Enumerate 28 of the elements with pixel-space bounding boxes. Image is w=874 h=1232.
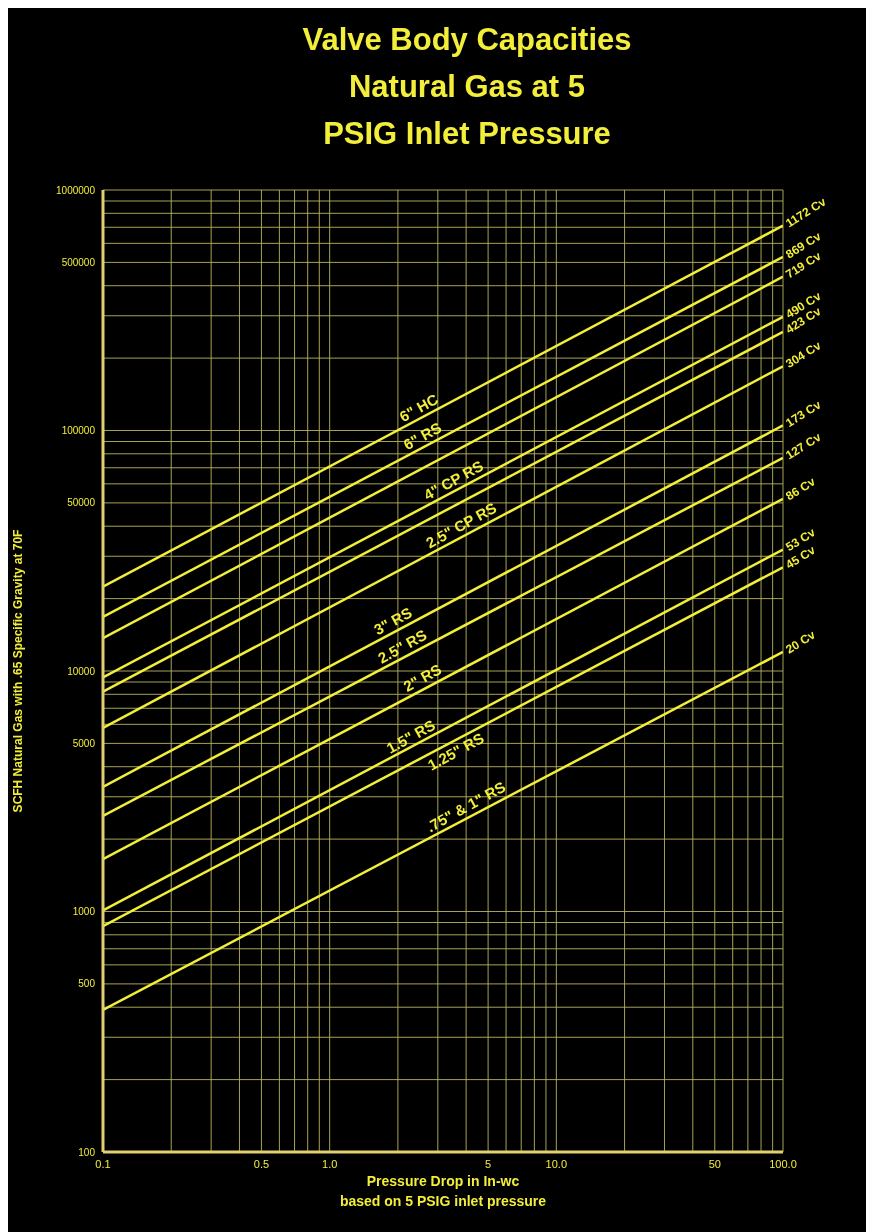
chart-title: Valve Body Capacities Natural Gas at 5 PSIG Inlet Pressure bbox=[301, 21, 633, 153]
y-tick-label: 100 bbox=[78, 1146, 96, 1158]
y-tick-label: 500 bbox=[78, 978, 96, 990]
annotation: 2" RS bbox=[400, 660, 445, 695]
text: 1172 Cv bbox=[783, 194, 829, 231]
x-tick-label: 1.0 bbox=[322, 1157, 338, 1170]
y-tick-label: 500000 bbox=[61, 256, 96, 268]
y-axis-title: SCFH Natural Gas with .65 Specific Gravity at 70F bbox=[11, 529, 26, 813]
text: 127 Cv bbox=[783, 429, 824, 463]
annotation: 1.5" RS bbox=[383, 716, 439, 757]
x-tick-label: 100.0 bbox=[769, 1157, 797, 1170]
text: 173 Cv bbox=[783, 397, 824, 430]
annotation: .75" & 1" RS bbox=[423, 777, 509, 836]
text: 20 Cv bbox=[783, 627, 819, 657]
y-tick-label: 100000 bbox=[61, 425, 96, 437]
x-tick-label: 0.1 bbox=[95, 1157, 111, 1170]
x-tick-label: 10.0 bbox=[545, 1157, 568, 1170]
text: 86 Cv bbox=[783, 474, 819, 504]
x-tick-label: 50 bbox=[708, 1157, 721, 1170]
y-tick-label: 5000 bbox=[72, 737, 96, 749]
y-tick-label: 50000 bbox=[67, 497, 96, 509]
y-tick-label: 1000 bbox=[72, 906, 96, 918]
text: 304 Cv bbox=[783, 338, 824, 371]
x-axis-title: Pressure Drop in In-wc based on 5 PSIG inlet pressure bbox=[339, 1173, 547, 1209]
y-tick-label: 1000000 bbox=[56, 184, 96, 196]
x-tick-label: 5 bbox=[485, 1157, 492, 1170]
y-tick-label: 10000 bbox=[67, 665, 96, 677]
x-tick-label: 0.5 bbox=[253, 1157, 270, 1170]
